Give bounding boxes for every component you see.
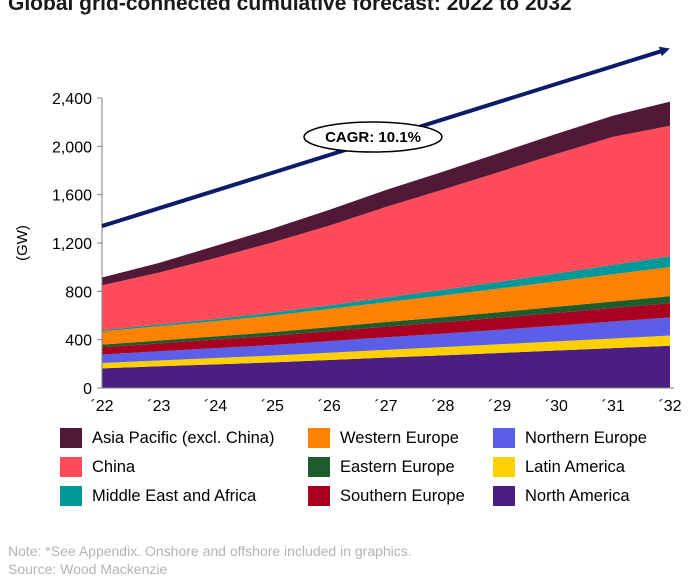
y-tick-label: 1,600 [52, 188, 92, 205]
footer-note: Note: *See Appendix. Onshore and offshor… [8, 543, 412, 559]
chart-title: Global grid-connected cumulative forecas… [8, 0, 572, 15]
y-tick-label: 2,400 [52, 91, 92, 108]
cagr-label: CAGR: 10.1% [325, 129, 421, 146]
x-tick-label: ´22 [90, 398, 113, 415]
area-southern-europe [102, 303, 670, 355]
legend-swatch [60, 457, 82, 477]
y-tick-label: 1,200 [52, 236, 92, 253]
area-latin-america [102, 335, 670, 369]
x-tick-label: ´24 [204, 398, 227, 415]
x-tick-labels: ´22 ´23 ´24 ´25 ´26 ´27 ´28 ´29 ´30 ´31 ´32 [90, 398, 681, 415]
x-tick-label: ´31 [602, 398, 625, 415]
legend-swatch [60, 486, 82, 506]
footer-source: Source: Wood Mackenzie [8, 561, 168, 577]
x-tick-label: ´26 [318, 398, 341, 415]
legend-label: Southern Europe [340, 486, 465, 505]
y-tick-label: 0 [83, 381, 92, 398]
cagr-annotation: CAGR: 10.1% [101, 46, 670, 228]
legend-item-northern-europe: Northern Europe [493, 426, 647, 450]
x-tick-label: ´29 [488, 398, 511, 415]
legend-item-middle-east-and-africa: Middle East and Africa [60, 484, 256, 508]
legend-item-north-america: North America [493, 484, 630, 508]
legend-swatch [308, 486, 330, 506]
legend-swatch [308, 457, 330, 477]
area-asia-pacific-excl-china [102, 101, 670, 286]
legend-label: North America [525, 486, 630, 505]
legend-item-western-europe: Western Europe [308, 426, 459, 450]
area-northern-europe [102, 317, 670, 363]
legend-label: Western Europe [340, 428, 459, 447]
x-tick-label: ´25 [261, 398, 284, 415]
legend-swatch [308, 428, 330, 448]
cagr-ellipse [303, 121, 443, 153]
legend-label: Eastern Europe [340, 457, 455, 476]
axes [97, 97, 674, 389]
legend-swatch [493, 486, 515, 506]
y-tick-label: 400 [65, 333, 92, 350]
legend-label: Middle East and Africa [92, 486, 257, 505]
legend-swatch [493, 428, 515, 448]
x-tick-label: ´27 [374, 398, 397, 415]
area-layers [102, 101, 670, 388]
legend-item-asia-pacific-excl-china: Asia Pacific (excl. China) [60, 426, 274, 450]
area-north-america [102, 345, 670, 388]
x-tick-label: ´30 [545, 398, 568, 415]
area-eastern-europe [102, 296, 670, 348]
legend-swatch [60, 428, 82, 448]
legend-item-china: China [60, 455, 135, 479]
legend-item-eastern-europe: Eastern Europe [308, 455, 455, 479]
area-china [102, 125, 670, 331]
y-tick-label: 800 [65, 284, 92, 301]
legend-label: Northern Europe [525, 428, 647, 447]
legend-swatch [493, 457, 515, 477]
legend-label: Latin America [525, 457, 625, 476]
y-axis-label: (GW) [14, 225, 31, 261]
area-western-europe [102, 267, 670, 345]
legend-label: Asia Pacific (excl. China) [92, 428, 275, 447]
x-tick-label: ´23 [147, 398, 170, 415]
y-tick-label: 2,000 [52, 139, 92, 156]
x-tick-label: ´32 [658, 398, 681, 415]
legend-item-southern-europe: Southern Europe [308, 484, 465, 508]
legend-item-latin-america: Latin America [493, 455, 625, 479]
y-tick-labels: 0 400 800 1,200 1,600 2,000 2,400 [52, 91, 92, 398]
legend-label: China [92, 457, 136, 476]
x-tick-label: ´28 [431, 398, 454, 415]
plot-area: 0 400 800 1,200 1,600 2,000 2,400 ´22 ´23 ´24 ´25… [14, 46, 682, 415]
